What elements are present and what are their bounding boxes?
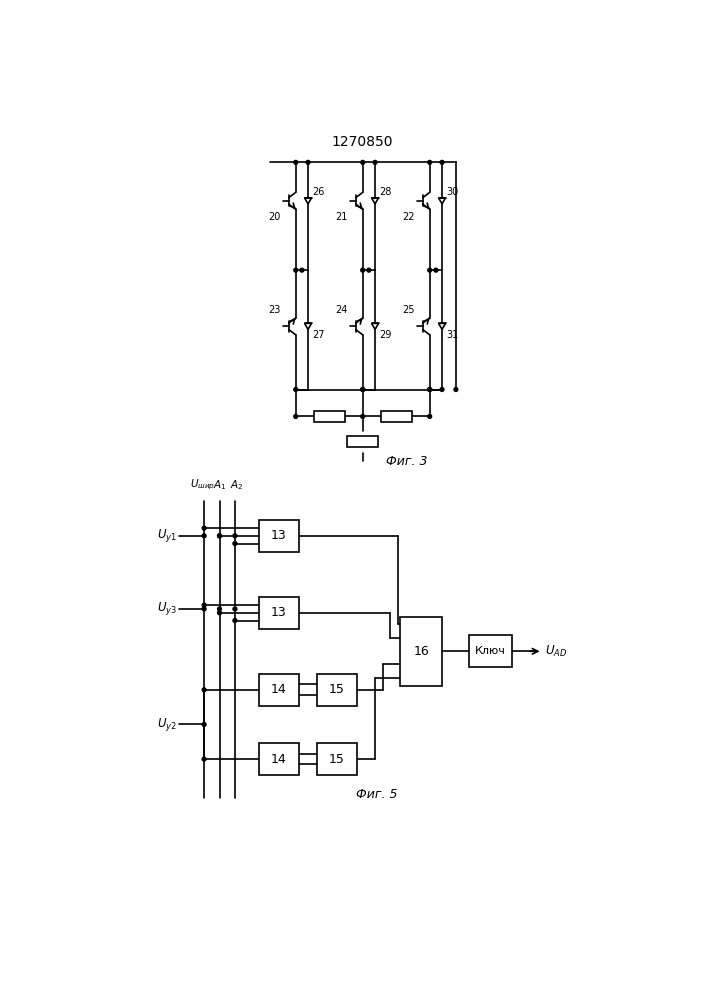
Text: Ключ: Ключ bbox=[475, 646, 506, 656]
Bar bbox=[400, 617, 443, 686]
Text: $A_1$: $A_1$ bbox=[213, 478, 226, 492]
Circle shape bbox=[202, 603, 206, 607]
Text: 27: 27 bbox=[312, 330, 325, 340]
Circle shape bbox=[434, 268, 438, 272]
Circle shape bbox=[440, 160, 444, 164]
Bar bbox=[314, 411, 344, 422]
Circle shape bbox=[373, 160, 377, 164]
Circle shape bbox=[218, 611, 221, 615]
Text: 21: 21 bbox=[336, 212, 348, 222]
Text: 26: 26 bbox=[312, 187, 325, 197]
Circle shape bbox=[428, 160, 432, 164]
Text: 22: 22 bbox=[402, 212, 415, 222]
Circle shape bbox=[428, 388, 432, 391]
Circle shape bbox=[454, 388, 458, 391]
Circle shape bbox=[361, 160, 365, 164]
Bar bbox=[259, 520, 299, 552]
Circle shape bbox=[361, 388, 365, 391]
Bar bbox=[347, 436, 378, 447]
Text: $U_{y2}$: $U_{y2}$ bbox=[157, 716, 177, 733]
Circle shape bbox=[361, 415, 365, 418]
Text: 31: 31 bbox=[446, 330, 458, 340]
Circle shape bbox=[428, 388, 432, 391]
Circle shape bbox=[361, 388, 365, 391]
Text: $U_{AD}$: $U_{AD}$ bbox=[545, 644, 567, 659]
Bar bbox=[259, 597, 299, 629]
Text: Фиг. 3: Фиг. 3 bbox=[386, 455, 427, 468]
Circle shape bbox=[306, 160, 310, 164]
Circle shape bbox=[202, 723, 206, 726]
Circle shape bbox=[440, 388, 444, 391]
Text: 25: 25 bbox=[402, 305, 415, 315]
Circle shape bbox=[361, 268, 365, 272]
Text: $U_{y1}$: $U_{y1}$ bbox=[157, 527, 177, 544]
Text: $A_2$: $A_2$ bbox=[230, 478, 243, 492]
Circle shape bbox=[300, 268, 304, 272]
Circle shape bbox=[294, 388, 298, 391]
Text: 13: 13 bbox=[271, 529, 286, 542]
Bar bbox=[469, 635, 512, 667]
Circle shape bbox=[202, 607, 206, 611]
Bar bbox=[259, 674, 299, 706]
Circle shape bbox=[202, 526, 206, 530]
Text: 16: 16 bbox=[414, 645, 429, 658]
Text: 30: 30 bbox=[446, 187, 458, 197]
Text: Фиг. 5: Фиг. 5 bbox=[356, 788, 397, 801]
Circle shape bbox=[428, 415, 432, 418]
Circle shape bbox=[428, 268, 432, 272]
Circle shape bbox=[294, 160, 298, 164]
Circle shape bbox=[233, 619, 237, 622]
Bar bbox=[259, 743, 299, 775]
Text: 13: 13 bbox=[271, 606, 286, 619]
Circle shape bbox=[294, 415, 298, 418]
Bar bbox=[381, 411, 411, 422]
Text: 29: 29 bbox=[379, 330, 392, 340]
Circle shape bbox=[202, 688, 206, 692]
Circle shape bbox=[233, 607, 237, 611]
Text: 23: 23 bbox=[269, 305, 281, 315]
Circle shape bbox=[202, 757, 206, 761]
Text: 15: 15 bbox=[329, 753, 344, 766]
Text: $U_{шир}$: $U_{шир}$ bbox=[190, 478, 215, 492]
Circle shape bbox=[367, 268, 370, 272]
Text: $U_{y3}$: $U_{y3}$ bbox=[157, 600, 177, 617]
Circle shape bbox=[233, 542, 237, 545]
Bar bbox=[317, 674, 356, 706]
Circle shape bbox=[294, 268, 298, 272]
Circle shape bbox=[218, 607, 221, 611]
Circle shape bbox=[202, 534, 206, 538]
Text: 28: 28 bbox=[379, 187, 392, 197]
Circle shape bbox=[218, 534, 221, 538]
Bar bbox=[317, 743, 356, 775]
Text: 20: 20 bbox=[269, 212, 281, 222]
Circle shape bbox=[218, 534, 221, 538]
Text: 14: 14 bbox=[271, 683, 286, 696]
Text: 14: 14 bbox=[271, 753, 286, 766]
Text: 24: 24 bbox=[336, 305, 348, 315]
Circle shape bbox=[233, 534, 237, 538]
Text: 1270850: 1270850 bbox=[331, 135, 392, 149]
Text: 15: 15 bbox=[329, 683, 344, 696]
